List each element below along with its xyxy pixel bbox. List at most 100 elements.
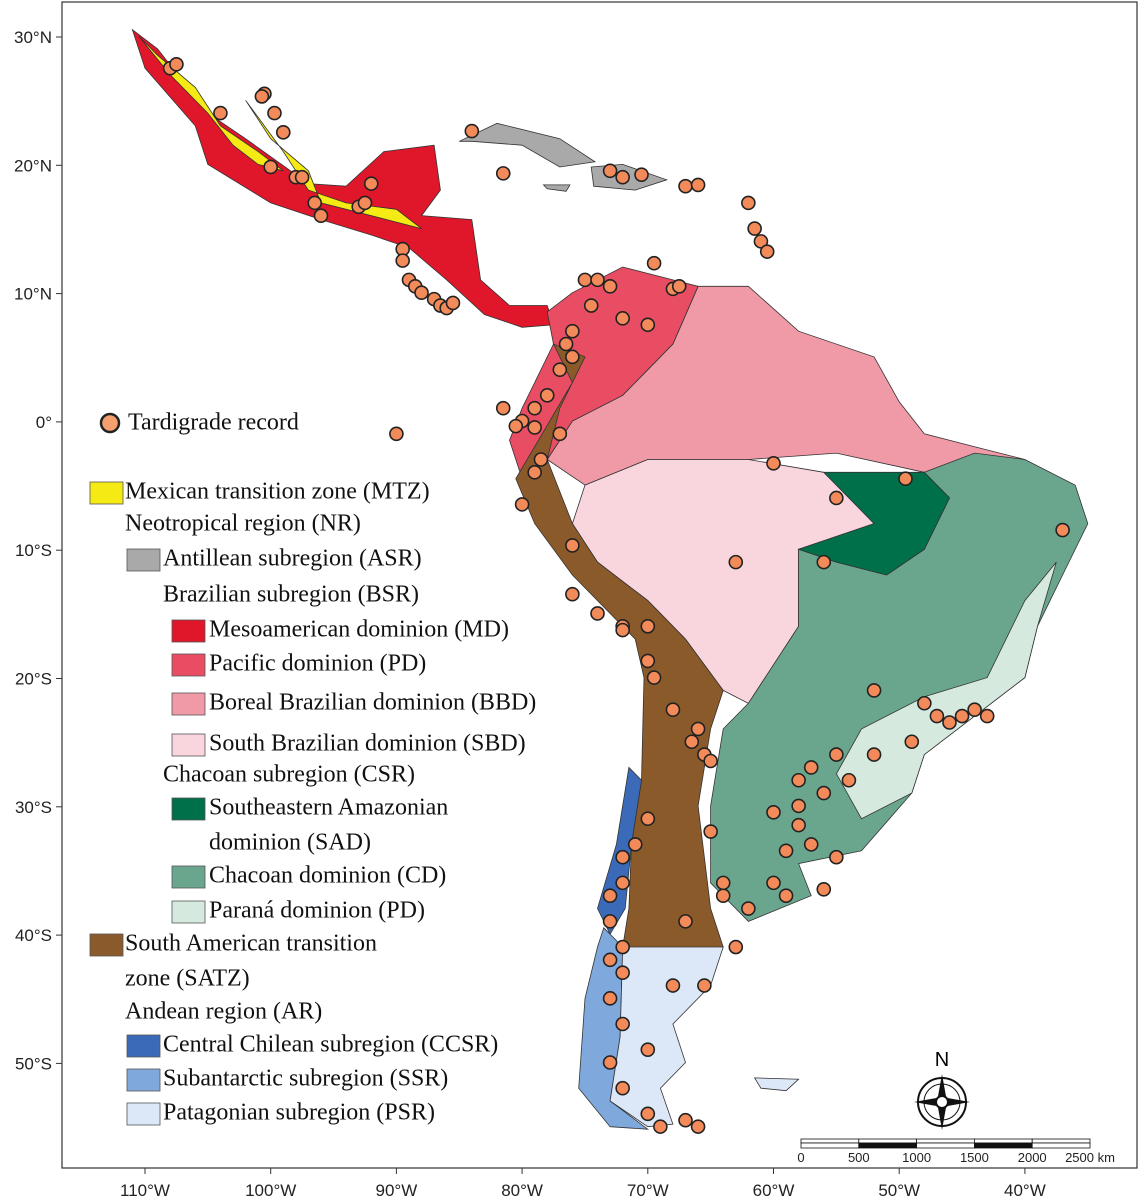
scale-segment	[800, 1138, 860, 1144]
legend-swatch	[89, 481, 124, 505]
record-dot	[942, 715, 957, 730]
scale-segment	[916, 1138, 975, 1144]
record-dot	[741, 901, 756, 916]
scale-segment	[916, 1142, 975, 1149]
lon-label: 90°W	[376, 1181, 418, 1200]
record-dot	[803, 760, 819, 775]
record-dot	[665, 978, 681, 993]
record-dot	[898, 471, 913, 487]
record-dot	[590, 606, 605, 621]
scale-label: 0	[797, 1150, 804, 1165]
legend-swatch	[126, 1068, 161, 1092]
record-dot	[678, 914, 693, 929]
record-dot	[665, 702, 681, 717]
record-dot	[816, 785, 832, 801]
record-dot	[904, 734, 920, 750]
legend-label: Andean region (AR)	[125, 999, 322, 1025]
record-dot	[565, 349, 580, 365]
record-dot	[640, 811, 656, 827]
record-dot	[759, 244, 775, 259]
legend-label: Chacoan dominion (CD)	[209, 863, 446, 889]
lat-label: 30°S	[15, 798, 52, 817]
record-dot	[841, 772, 857, 788]
record-dot	[395, 253, 410, 268]
record-dot	[565, 586, 580, 602]
record-dot	[565, 323, 580, 339]
lat-label: 40°S	[15, 926, 52, 945]
record-dot	[527, 420, 542, 435]
record-dot	[615, 311, 630, 326]
legend: Tardigrade record Mexican transition zone…	[89, 410, 536, 1126]
legend-label: Brazilian subregion (BSR)	[163, 582, 419, 608]
record-dot	[363, 176, 379, 191]
compass-center	[935, 1095, 949, 1109]
record-dot	[577, 272, 593, 288]
record-dot	[766, 456, 781, 471]
record-dot	[954, 708, 970, 724]
legend-label: Central Chilean subregion (CCSR)	[163, 1032, 498, 1058]
lat-label: 10°S	[15, 541, 52, 560]
record-dot	[866, 683, 882, 698]
record-dot	[602, 914, 618, 929]
record-dot	[640, 1106, 656, 1122]
legend-label: Boreal Brazilian dominion (BBD)	[209, 690, 536, 716]
region	[753, 1077, 800, 1092]
record-dot	[728, 554, 744, 570]
record-dot	[690, 177, 706, 193]
scale-label: 1000	[902, 1150, 931, 1165]
legend-swatch	[126, 548, 161, 572]
scale-segment	[800, 1142, 860, 1149]
record-dot	[539, 388, 555, 403]
legend-label: Tardigrade record	[128, 410, 299, 436]
legend-swatch	[171, 653, 206, 677]
scale-label: 2000	[1018, 1150, 1047, 1165]
scale-segment	[858, 1142, 917, 1149]
legend-swatch	[171, 865, 206, 889]
record-dot	[678, 178, 693, 194]
record-dot	[307, 195, 322, 211]
record-dot	[514, 497, 530, 512]
record-dot	[615, 622, 630, 638]
north-label: N	[935, 1049, 949, 1071]
record-dot	[640, 618, 656, 634]
scale-segment	[858, 1138, 917, 1144]
record-dot	[627, 837, 643, 852]
record-dot	[640, 653, 656, 669]
scale-segment	[974, 1142, 1033, 1149]
record-dot	[703, 824, 718, 839]
record-dot	[715, 875, 731, 891]
legend-swatch	[171, 733, 206, 757]
legend-swatch	[89, 933, 124, 957]
record-dot	[634, 167, 649, 182]
record-dot	[829, 849, 844, 865]
lon-label: 80°W	[501, 1181, 543, 1200]
lat-label: 10°N	[14, 285, 52, 304]
record-dot	[671, 278, 687, 294]
record-dot	[558, 336, 574, 352]
lat-label: 0°	[36, 413, 52, 432]
record-dot	[766, 875, 781, 891]
lon-label: 100°W	[245, 1181, 296, 1200]
records	[162, 57, 1070, 1134]
record-dot	[640, 1042, 656, 1057]
record-dot	[829, 747, 844, 762]
record-dot	[464, 123, 480, 139]
record-dot	[697, 978, 712, 993]
record-dot	[527, 400, 542, 416]
record-dot	[929, 708, 945, 724]
record-dot	[602, 952, 618, 968]
record-dot	[703, 753, 718, 769]
record-dot	[533, 452, 549, 467]
record-dot	[313, 208, 329, 224]
scale-segment	[1031, 1138, 1091, 1144]
record-dot	[866, 747, 882, 762]
legend-swatch	[126, 1034, 161, 1058]
compass	[914, 1074, 970, 1130]
record-dot	[646, 255, 662, 271]
record-dot	[552, 426, 568, 442]
scale-label: 2500 km	[1065, 1150, 1115, 1165]
record-dot	[602, 1055, 618, 1070]
record-dot	[791, 817, 806, 833]
region	[609, 946, 724, 1128]
legend-swatch	[171, 797, 206, 821]
